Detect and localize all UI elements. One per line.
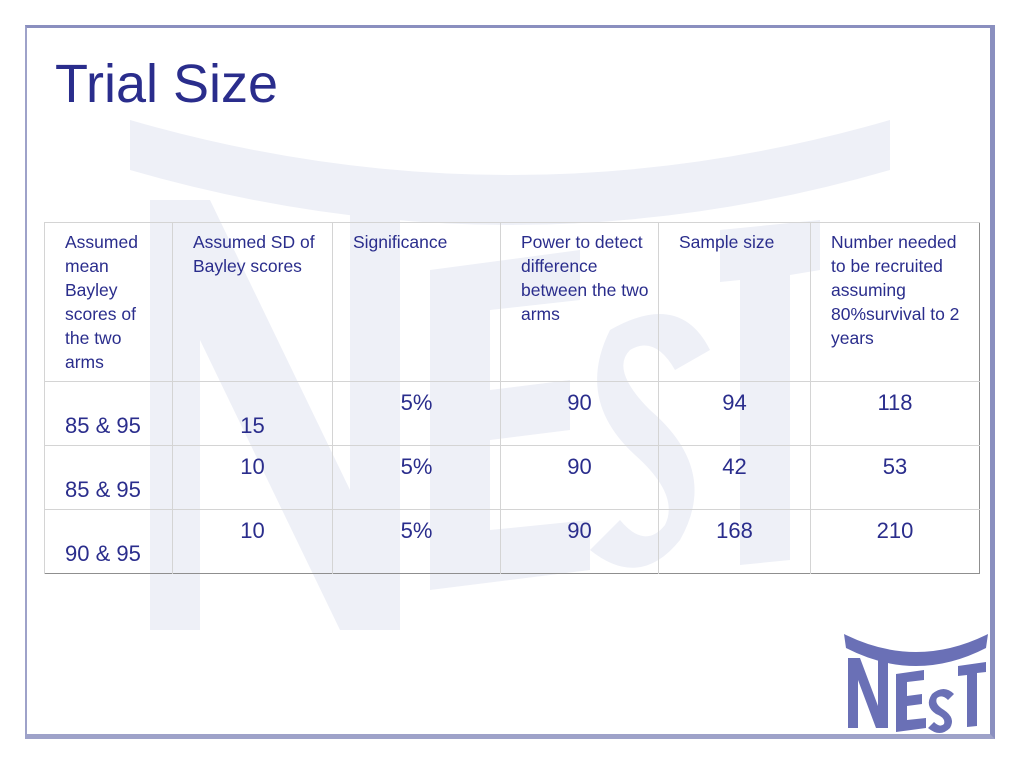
nest-logo-icon — [844, 634, 988, 733]
header-assumed-mean: Assumed mean Bayley scores of the two ar… — [44, 222, 173, 382]
slide-title: Trial Size — [55, 54, 279, 114]
cell-sample-size: 42 — [658, 445, 811, 510]
cell-mean: 85 & 95 — [44, 381, 173, 446]
cell-recruited: 210 — [810, 509, 980, 574]
table-header-row: Assumed mean Bayley scores of the two ar… — [44, 222, 980, 382]
cell-power: 90 — [500, 445, 659, 510]
cell-sample-size: 168 — [658, 509, 811, 574]
cell-significance: 5% — [332, 509, 501, 574]
cell-mean: 90 & 95 — [44, 509, 173, 574]
table-row: 85 & 95 15 5% 90 94 118 — [44, 381, 980, 446]
table-row: 85 & 95 10 5% 90 42 53 — [44, 445, 980, 510]
cell-significance: 5% — [332, 445, 501, 510]
cell-sample-size: 94 — [658, 381, 811, 446]
cell-mean: 85 & 95 — [44, 445, 173, 510]
trial-size-table: Assumed mean Bayley scores of the two ar… — [44, 222, 980, 574]
cell-significance: 5% — [332, 381, 501, 446]
header-recruited: Number needed to be recruited assuming 8… — [810, 222, 980, 382]
cell-recruited: 118 — [810, 381, 980, 446]
cell-sd: 10 — [172, 445, 333, 510]
cell-recruited: 53 — [810, 445, 980, 510]
cell-sd: 15 — [172, 381, 333, 446]
header-sample-size: Sample size — [658, 222, 811, 382]
cell-power: 90 — [500, 381, 659, 446]
header-assumed-sd: Assumed SD of Bayley scores — [172, 222, 333, 382]
slide-frame — [25, 25, 995, 739]
table-row: 90 & 95 10 5% 90 168 210 — [44, 509, 980, 574]
cell-power: 90 — [500, 509, 659, 574]
header-significance: Significance — [332, 222, 501, 382]
header-power: Power to detect difference between the t… — [500, 222, 659, 382]
cell-sd: 10 — [172, 509, 333, 574]
